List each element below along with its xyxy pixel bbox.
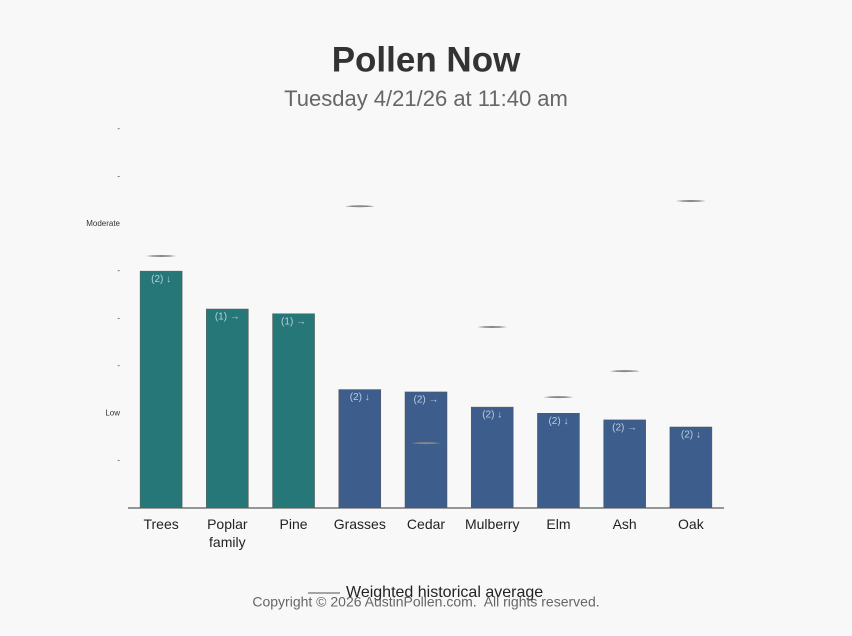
- chart-subtitle: Tuesday 4/21/26 at 11:40 am: [284, 86, 568, 111]
- bar-label: (2) →: [414, 395, 439, 406]
- bar: [669, 426, 713, 509]
- bar-label: (1) →: [215, 312, 240, 323]
- bar-label: (2) ↓: [548, 416, 568, 427]
- x-tick-label: Mulberry: [464, 516, 520, 532]
- y-tick-label: -: [117, 361, 120, 370]
- bar: [139, 270, 183, 509]
- historical-marker: [477, 326, 508, 329]
- y-tick-label: -: [117, 456, 120, 465]
- bar: [338, 389, 382, 509]
- y-tick-label: -: [117, 171, 120, 180]
- y-tick-label: Moderate: [86, 219, 120, 228]
- chart-title: Pollen Now: [332, 40, 521, 79]
- y-tick-label: -: [117, 314, 120, 323]
- x-tick-label: Pine: [279, 516, 308, 532]
- bar-label: (2) ↓: [681, 430, 701, 441]
- bar-label: (2) ↓: [151, 274, 171, 285]
- x-tick-label: Cedar: [406, 516, 446, 532]
- historical-marker: [675, 200, 706, 203]
- y-tick-label: -: [117, 124, 120, 133]
- copyright: Copyright © 2026 AustinPollen.com. All r…: [252, 594, 599, 610]
- legend-label: Weighted historical average: [346, 584, 543, 601]
- x-tick-label: Elm: [546, 516, 571, 532]
- y-tick-label: Low: [105, 408, 120, 417]
- x-tick-label: Ash: [612, 516, 637, 532]
- historical-marker: [146, 254, 177, 257]
- bar-label: (1) →: [281, 316, 306, 327]
- bar: [603, 419, 646, 509]
- bar: [206, 308, 249, 509]
- historical-marker: [543, 396, 574, 399]
- bar: [272, 313, 315, 509]
- x-tick-label: Poplar family: [207, 516, 248, 550]
- bar: [404, 391, 448, 509]
- historical-marker: [344, 205, 375, 208]
- historical-marker: [411, 442, 441, 445]
- bar-label: (2) ↓: [482, 410, 502, 421]
- x-tick-label: Grasses: [333, 516, 386, 532]
- historical-marker: [609, 370, 640, 373]
- bar: [470, 406, 514, 509]
- bar-label: (2) →: [612, 423, 637, 434]
- bar-label: (2) ↓: [350, 392, 370, 403]
- x-tick-label: Oak: [678, 516, 704, 532]
- y-tick-label: -: [117, 266, 120, 275]
- x-tick-label: Trees: [143, 516, 179, 532]
- bar: [537, 413, 580, 509]
